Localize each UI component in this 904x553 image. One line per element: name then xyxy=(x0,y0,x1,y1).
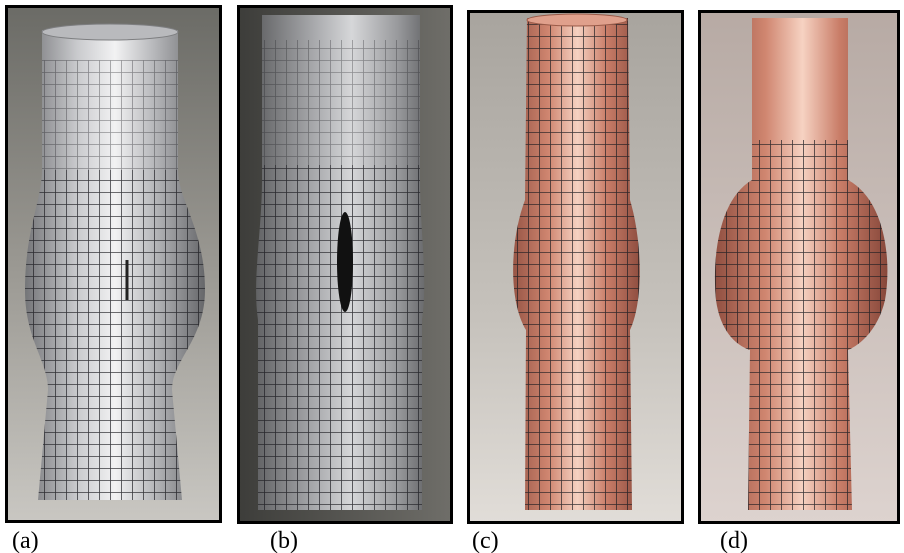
panel-label: (d) xyxy=(720,528,748,553)
panel-label: (c) xyxy=(472,528,499,553)
figure: (a) (b) (c) (d) xyxy=(0,0,904,553)
panel-d: (d) xyxy=(700,12,899,553)
panel-label: (b) xyxy=(270,528,298,553)
panel-a: (a) xyxy=(7,7,221,553)
panel-b: (b) xyxy=(239,7,452,553)
page: (a) (b) (c) (d) (() => { const data = JS… xyxy=(0,0,904,553)
panel-label: (a) xyxy=(12,528,39,553)
panel-c: (c) xyxy=(469,12,683,553)
